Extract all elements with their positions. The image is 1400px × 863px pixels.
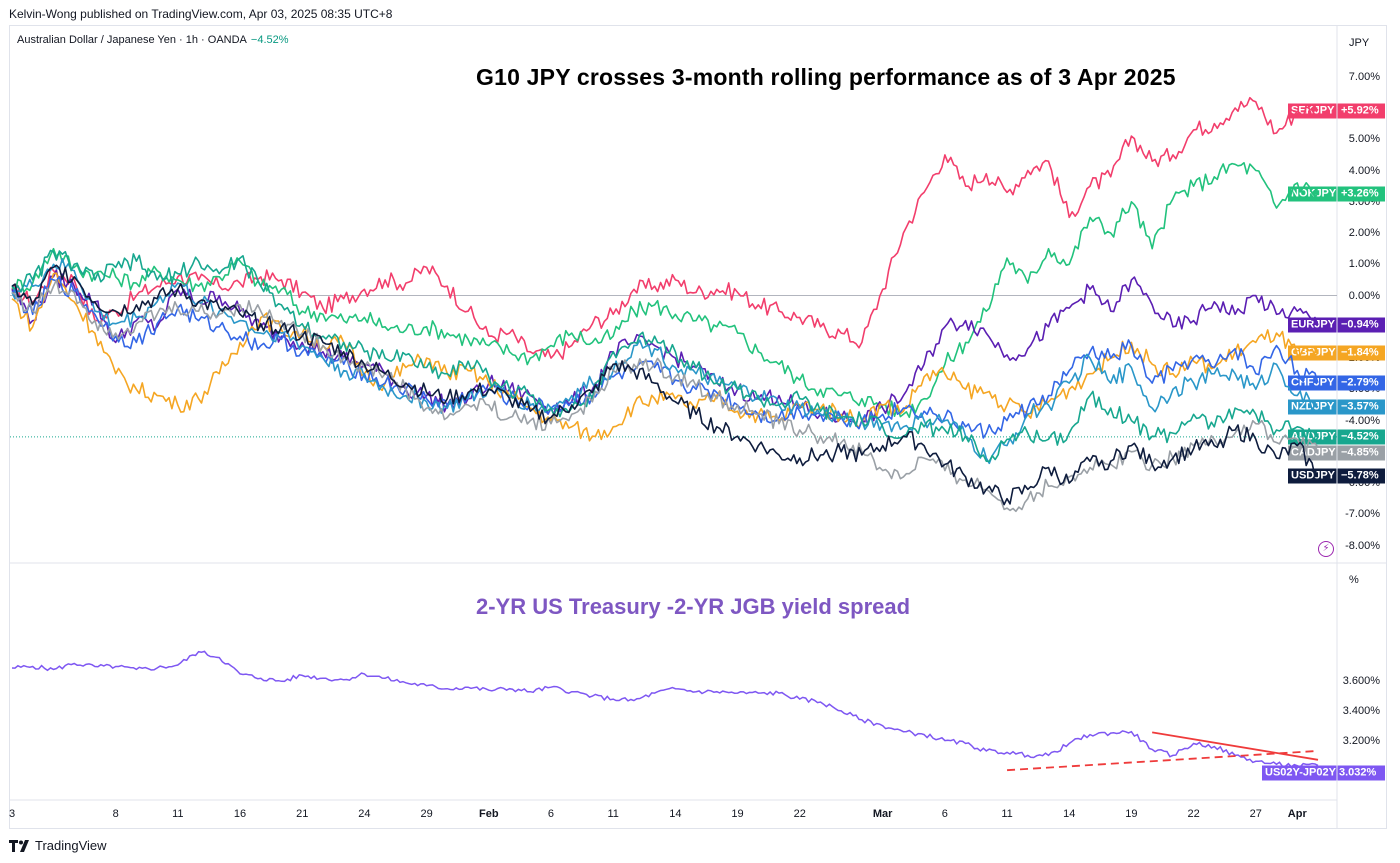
tag-value: +3.26% bbox=[1341, 187, 1379, 200]
tag-symbol: NZDJPY bbox=[1291, 400, 1335, 413]
tradingview-logo-icon bbox=[9, 839, 29, 852]
y-tick-label: 4.00% bbox=[1348, 164, 1380, 177]
y-tick-label: 2.00% bbox=[1348, 227, 1380, 240]
y-tick-label: 1.00% bbox=[1348, 258, 1380, 271]
y-tick-label: -7.00% bbox=[1345, 508, 1380, 521]
y-tick-label: -8.00% bbox=[1345, 539, 1380, 552]
publisher-line: Kelvin-Wong published on TradingView.com… bbox=[9, 7, 393, 21]
series-line-sekjpy bbox=[11, 96, 1319, 360]
upper-unit-label[interactable]: JPY bbox=[1349, 37, 1370, 49]
symbol-name: Australian Dollar / Japanese Yen · 1h · … bbox=[17, 34, 247, 46]
x-tick-label: 6 bbox=[547, 808, 555, 820]
x-tick-label: 11 bbox=[607, 808, 619, 820]
upper-trendline bbox=[1152, 731, 1319, 761]
symbol-change: −4.52% bbox=[250, 34, 289, 46]
tag-symbol: CADJPY bbox=[1291, 446, 1336, 459]
series-line-nzdjpy bbox=[11, 258, 1319, 465]
chart-frame bbox=[9, 25, 1387, 829]
tag-symbol: US02Y-JP02Y bbox=[1265, 766, 1336, 779]
series-line-nokjpy bbox=[11, 162, 1319, 419]
tag-value: 3.032% bbox=[1339, 766, 1377, 779]
x-tick-label: 21 bbox=[296, 808, 309, 820]
x-tick-label: 11 bbox=[172, 808, 184, 820]
tag-symbol: EURJPY bbox=[1291, 318, 1336, 331]
x-tick-label: 6 bbox=[941, 808, 948, 820]
x-tick-label: 14 bbox=[669, 808, 682, 820]
tag-value: −4.85% bbox=[1341, 446, 1379, 459]
series-line-spread bbox=[11, 650, 1319, 768]
x-tick-label: Apr bbox=[1287, 808, 1307, 820]
y-tick-label: -4.00% bbox=[1345, 414, 1380, 427]
x-tick-label: 8 bbox=[112, 808, 119, 820]
tag-value: −2.79% bbox=[1341, 376, 1379, 389]
upper-chart-title: G10 JPY crosses 3-month rolling performa… bbox=[476, 64, 1176, 90]
lower-chart-title: 2-YR US Treasury -2-YR JGB yield spread bbox=[476, 594, 911, 619]
y-tick-label-spread: 3.600% bbox=[1342, 675, 1380, 688]
tag-symbol: SEKJPY bbox=[1291, 104, 1335, 116]
series-line-audjpy bbox=[11, 249, 1319, 463]
tag-value: −5.78% bbox=[1341, 469, 1379, 482]
x-tick-label: 22 bbox=[793, 808, 806, 820]
tag-symbol: USDJPY bbox=[1291, 469, 1336, 482]
y-tick-label-spread: 3.400% bbox=[1342, 704, 1380, 717]
tag-value: −1.84% bbox=[1341, 346, 1379, 359]
x-tick-label: Feb bbox=[479, 808, 499, 820]
x-tick-label: 14 bbox=[1063, 808, 1076, 820]
series-line-chfjpy bbox=[11, 275, 1319, 439]
lower-trendline bbox=[1006, 750, 1319, 772]
flash-icon[interactable]: ⚡ bbox=[1318, 541, 1334, 557]
y-tick-label-spread: 3.200% bbox=[1342, 734, 1380, 747]
x-tick-label: 16 bbox=[233, 808, 247, 820]
tradingview-brand[interactable]: TradingView bbox=[9, 838, 107, 853]
x-tick-label: 22 bbox=[1187, 808, 1200, 820]
x-tick-label: 3 bbox=[8, 808, 16, 820]
y-tick-label: 0.00% bbox=[1348, 289, 1380, 302]
x-tick-label: 27 bbox=[1249, 808, 1262, 820]
tag-value: −4.52% bbox=[1341, 430, 1379, 443]
brand-name: TradingView bbox=[35, 838, 107, 853]
x-tick-label: Mar bbox=[872, 808, 893, 820]
y-tick-label: 5.00% bbox=[1348, 133, 1380, 146]
y-tick-label: 7.00% bbox=[1348, 70, 1380, 83]
tag-value: −3.57% bbox=[1341, 400, 1379, 413]
symbol-legend[interactable]: Australian Dollar / Japanese Yen · 1h · … bbox=[17, 34, 289, 46]
series-line-usdjpy bbox=[11, 264, 1319, 506]
x-tick-label: 19 bbox=[731, 808, 744, 820]
tag-value: −0.94% bbox=[1341, 318, 1379, 331]
x-tick-label: 29 bbox=[420, 808, 433, 820]
lower-unit-label[interactable]: % bbox=[1349, 574, 1359, 586]
x-tick-label: 11 bbox=[1001, 808, 1013, 820]
x-tick-label: 24 bbox=[358, 808, 371, 820]
last-value-tag-spread[interactable]: US02Y-JP02Y 3.032% bbox=[1262, 765, 1385, 781]
tag-value: +5.92% bbox=[1341, 104, 1379, 116]
x-tick-label: 19 bbox=[1125, 808, 1138, 820]
